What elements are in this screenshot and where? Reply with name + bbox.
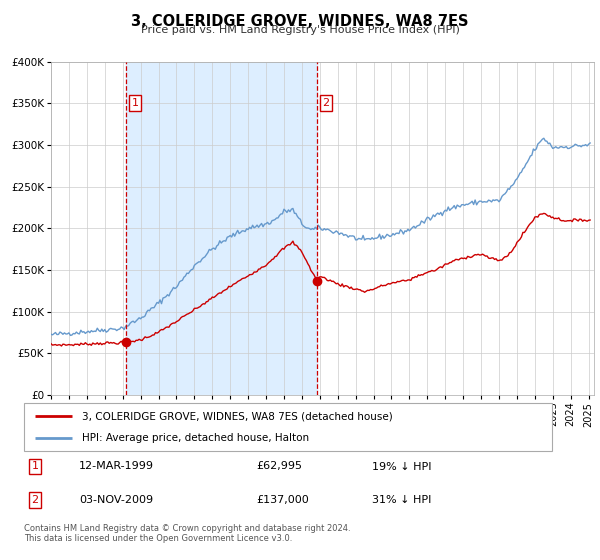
Text: £62,995: £62,995 [256,461,302,472]
Text: 31% ↓ HPI: 31% ↓ HPI [372,495,431,505]
Bar [126,62,317,395]
Text: 2: 2 [322,98,329,108]
Text: 1: 1 [32,461,38,472]
Text: 3, COLERIDGE GROVE, WIDNES, WA8 7ES: 3, COLERIDGE GROVE, WIDNES, WA8 7ES [131,14,469,29]
Text: 19% ↓ HPI: 19% ↓ HPI [372,461,431,472]
Text: 03-NOV-2009: 03-NOV-2009 [79,495,154,505]
Text: 3, COLERIDGE GROVE, WIDNES, WA8 7ES (detached house): 3, COLERIDGE GROVE, WIDNES, WA8 7ES (det… [82,411,393,421]
Text: HPI: Average price, detached house, Halton: HPI: Average price, detached house, Halt… [82,433,309,443]
Text: £137,000: £137,000 [256,495,308,505]
Text: Contains HM Land Registry data © Crown copyright and database right 2024.
This d: Contains HM Land Registry data © Crown c… [24,524,350,543]
FancyBboxPatch shape [24,403,552,451]
Text: 2: 2 [31,495,38,505]
Text: Price paid vs. HM Land Registry's House Price Index (HPI): Price paid vs. HM Land Registry's House … [140,25,460,35]
Text: 1: 1 [131,98,139,108]
Text: 12-MAR-1999: 12-MAR-1999 [79,461,154,472]
